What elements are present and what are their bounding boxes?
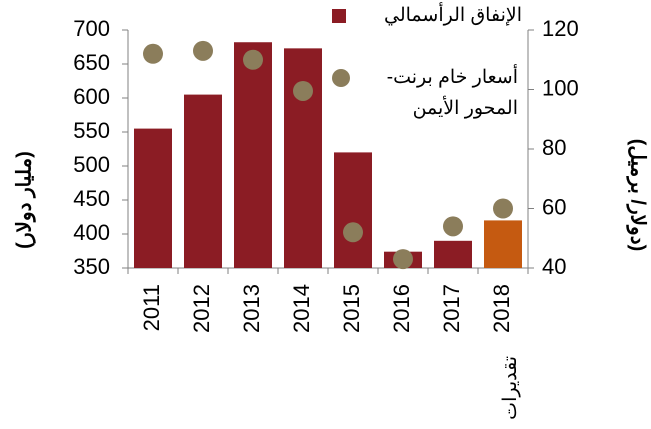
- y2-tick-label: 60: [542, 194, 566, 219]
- point: [143, 43, 163, 64]
- y-tick-label: 450: [73, 186, 110, 211]
- bar: [484, 220, 522, 268]
- bar: [234, 42, 272, 268]
- point: [343, 222, 363, 243]
- x-tick-label: 2012: [189, 284, 214, 333]
- legend-marker: [332, 69, 350, 87]
- point: [393, 249, 413, 270]
- legend-swatch: [332, 9, 346, 23]
- y-tick-label: 400: [73, 220, 110, 245]
- y-tick-label: 700: [73, 16, 110, 41]
- y2-tick-label: 100: [542, 75, 579, 100]
- bar: [184, 94, 222, 268]
- bar: [134, 128, 172, 268]
- legend-label: الإنفاق الرأسمالي: [384, 5, 522, 26]
- y-tick-label: 600: [73, 84, 110, 109]
- point: [493, 198, 513, 219]
- x-tick-label: 2017: [439, 284, 464, 333]
- y-tick-label: 500: [73, 152, 110, 177]
- annotation: تقديرات: [500, 356, 521, 420]
- y-tick-label: 650: [73, 50, 110, 75]
- x-tick-label: 2011: [139, 284, 164, 331]
- y2-tick-label: 40: [542, 254, 566, 279]
- y-tick-label: 550: [73, 118, 110, 143]
- y2-tick-label: 120: [542, 16, 579, 41]
- point: [243, 49, 263, 70]
- x-tick-label: 2018: [489, 284, 514, 333]
- x-tick-label: 2014: [289, 284, 314, 333]
- point: [293, 80, 313, 101]
- bar: [434, 240, 472, 268]
- y-axis-label: (مليار دولار): [13, 151, 36, 249]
- bar: [334, 152, 372, 268]
- x-tick-label: 2015: [339, 284, 364, 333]
- legend-label: أسعار خام برنت- المحور الأيمن: [386, 67, 518, 119]
- y2-tick-label: 80: [542, 135, 566, 160]
- y-tick-label: 350: [73, 254, 110, 279]
- y2-axis-label: (دولار/ برميل): [626, 139, 649, 252]
- x-tick-label: 2013: [239, 284, 264, 333]
- point: [443, 216, 463, 237]
- point: [193, 40, 213, 61]
- x-tick-label: 2016: [389, 284, 414, 333]
